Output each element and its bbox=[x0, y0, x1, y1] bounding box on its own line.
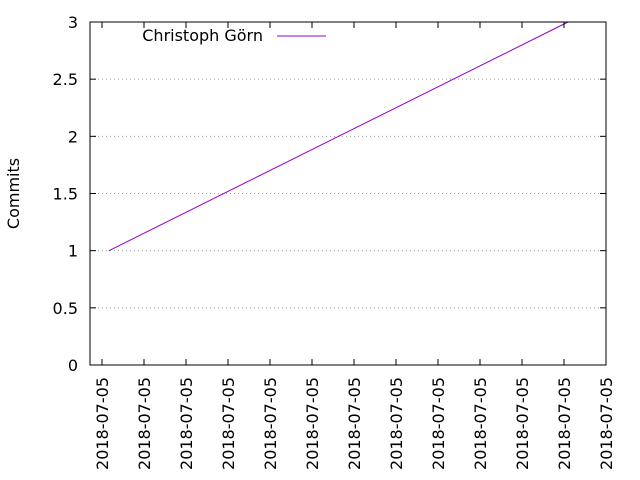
legend-entry-label: Christoph Görn bbox=[142, 26, 263, 45]
x-tick-label: 2018-07-05 bbox=[303, 377, 322, 470]
x-tick-label: 2018-07-05 bbox=[177, 377, 196, 470]
x-tick-label: 2018-07-05 bbox=[429, 377, 448, 470]
y-axis-ticks: 0 0.5 1 1.5 2 2.5 3 bbox=[53, 13, 606, 375]
y-tick-label: 1.5 bbox=[53, 185, 78, 204]
x-tick-label: 2018-07-05 bbox=[135, 377, 154, 470]
plot-frame bbox=[89, 21, 607, 366]
y-tick-label: 1 bbox=[68, 242, 78, 261]
y-tick-label: 0 bbox=[68, 356, 78, 375]
x-tick-label: 2018-07-05 bbox=[93, 377, 112, 470]
x-tick-label: 2018-07-05 bbox=[471, 377, 490, 470]
y-tick-label: 2.5 bbox=[53, 70, 78, 89]
series-layer bbox=[108, 21, 569, 252]
y-axis-label: Commits bbox=[4, 158, 23, 229]
x-tick-label: 2018-07-05 bbox=[345, 377, 364, 470]
x-tick-label: 2018-07-05 bbox=[597, 377, 616, 470]
y-tick-label: 0.5 bbox=[53, 299, 78, 318]
y-tick-label: 3 bbox=[68, 13, 78, 32]
x-axis-ticks: 2018-07-05 2018-07-05 2018-07-05 2018-07-05… bbox=[93, 22, 616, 470]
x-tick-label: 2018-07-05 bbox=[513, 377, 532, 470]
y-tick-label: 2 bbox=[68, 127, 78, 146]
legend: Christoph Görn bbox=[142, 26, 326, 45]
x-tick-label: 2018-07-05 bbox=[555, 377, 574, 470]
x-tick-label: 2018-07-05 bbox=[387, 377, 406, 470]
x-tick-label: 2018-07-05 bbox=[219, 377, 238, 470]
grid-layer bbox=[90, 78, 606, 309]
x-tick-label: 2018-07-05 bbox=[261, 377, 280, 470]
